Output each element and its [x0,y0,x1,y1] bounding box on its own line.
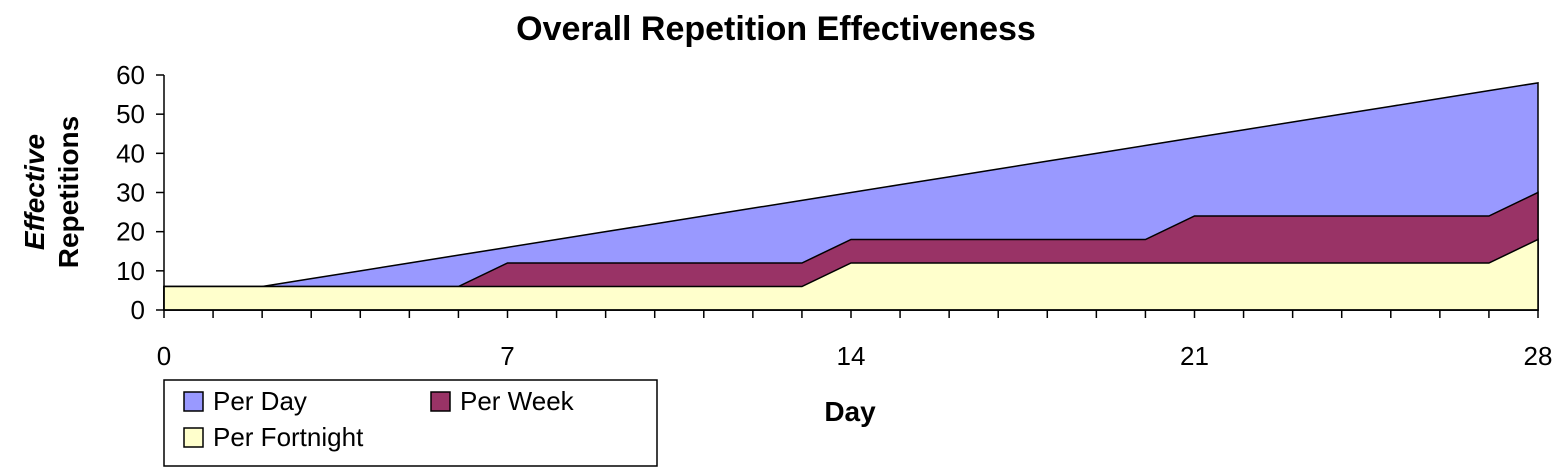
y-tick-label: 20 [116,217,145,247]
legend: Per Day Per Week Per Fortnight [163,379,658,467]
y-tick-label: 0 [131,295,145,325]
x-tick-label: 28 [1524,341,1553,371]
legend-swatch-per-week [430,391,451,412]
x-axis-label: Day [824,396,876,427]
plot-areas [163,81,1539,311]
area-per-fortnight [163,238,1539,311]
y-tick-label: 30 [116,178,145,208]
y-tick-label: 60 [116,60,145,90]
x-tick-label: 7 [500,341,514,371]
y-tick-label: 40 [116,138,145,168]
legend-swatch-per-day [183,391,204,412]
legend-box [163,379,658,467]
chart-title: Overall Repetition Effectiveness [516,10,1036,48]
legend-label-per-week: Per Week [460,386,575,416]
y-axis-label-line2: Repetitions [53,116,84,268]
y-tick-label: 50 [116,99,145,129]
x-tick-label: 21 [1180,341,1209,371]
y-axis-label-line1: Effective [19,134,50,250]
legend-swatch-per-fortnight [183,427,204,448]
y-tick-label: 10 [116,256,145,286]
legend-label-per-day: Per Day [213,386,307,416]
x-tick-label: 0 [157,341,171,371]
y-axis: 0 10 20 30 40 50 60 [116,60,165,325]
x-axis: 0 7 14 21 28 [157,309,1553,371]
legend-label-per-fortnight: Per Fortnight [213,422,364,452]
x-tick-label: 14 [837,341,866,371]
